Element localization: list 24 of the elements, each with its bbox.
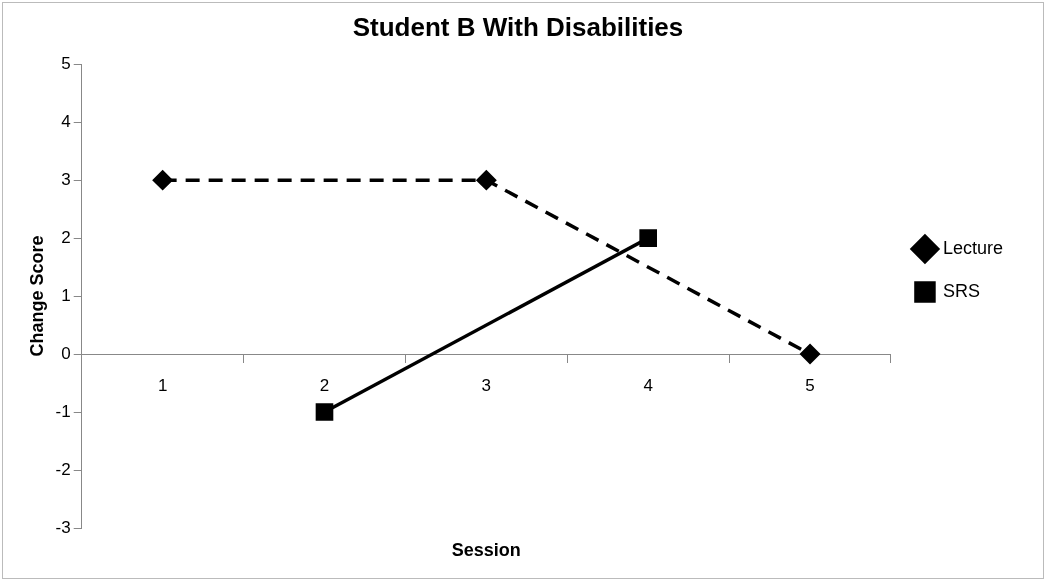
point (639, 229, 658, 247)
x-axis-title: Session (451, 539, 521, 560)
y-tick-label: 3 (61, 169, 71, 189)
point (152, 170, 173, 190)
y-tick-label: 1 (61, 285, 71, 305)
y-tick-label: 5 (61, 53, 71, 73)
y-tick-label: 0 (61, 343, 71, 363)
legend-label: Lecture (942, 237, 1004, 258)
point (476, 170, 497, 190)
x-tick-label: 5 (805, 375, 815, 395)
x-tick-label: 2 (319, 375, 330, 395)
y-tick-label: -3 (55, 517, 71, 537)
y-tick-label: -2 (55, 459, 71, 479)
point (800, 344, 820, 364)
y-tick-label: 4 (61, 111, 71, 131)
y-axis-title: Change Score (26, 235, 47, 357)
chart-title: Student B With Disabilities (352, 11, 684, 42)
x-tick-label: 1 (157, 375, 168, 395)
y-tick-label: 2 (61, 227, 71, 247)
x-tick-label: 3 (481, 375, 492, 395)
x-tick-label: 4 (643, 375, 653, 395)
y-tick-label: -1 (55, 401, 71, 421)
point (315, 403, 334, 421)
legend-label: SRS (942, 280, 980, 301)
